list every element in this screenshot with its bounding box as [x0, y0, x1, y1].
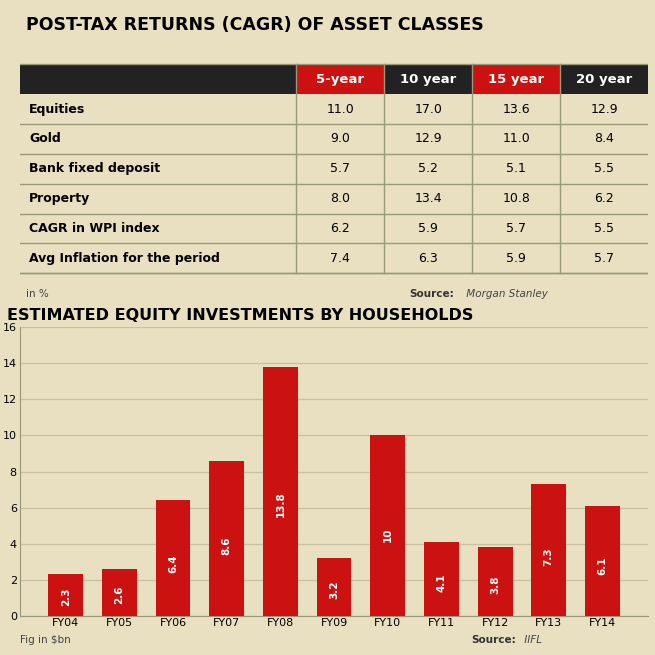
- Text: 6.2: 6.2: [595, 192, 614, 205]
- Text: 10.8: 10.8: [502, 192, 531, 205]
- Text: 5-year: 5-year: [316, 73, 364, 86]
- Text: 13.6: 13.6: [502, 103, 530, 115]
- Text: ESTIMATED EQUITY INVESTMENTS BY HOUSEHOLDS: ESTIMATED EQUITY INVESTMENTS BY HOUSEHOL…: [7, 309, 474, 324]
- Text: POST-TAX RETURNS (CAGR) OF ASSET CLASSES: POST-TAX RETURNS (CAGR) OF ASSET CLASSES: [26, 16, 483, 34]
- Text: 13.4: 13.4: [415, 192, 442, 205]
- Text: IIFL: IIFL: [521, 635, 542, 645]
- Text: Fig in $bn: Fig in $bn: [20, 635, 70, 645]
- Text: 2.3: 2.3: [61, 588, 71, 607]
- Text: CAGR in WPI index: CAGR in WPI index: [29, 222, 160, 235]
- Text: 2.6: 2.6: [115, 586, 124, 604]
- Text: 8.6: 8.6: [221, 536, 232, 555]
- FancyBboxPatch shape: [20, 124, 648, 154]
- Bar: [477, 547, 512, 616]
- Text: 4.1: 4.1: [436, 573, 447, 591]
- Text: 17.0: 17.0: [415, 103, 442, 115]
- Text: 6.3: 6.3: [419, 252, 438, 265]
- Bar: [585, 506, 620, 616]
- Bar: [370, 436, 405, 616]
- Text: 7.4: 7.4: [330, 252, 350, 265]
- Text: Bank fixed deposit: Bank fixed deposit: [29, 162, 160, 176]
- Text: 10 year: 10 year: [400, 73, 457, 86]
- Text: Equities: Equities: [29, 103, 85, 115]
- Bar: [48, 574, 83, 616]
- Text: 12.9: 12.9: [415, 132, 442, 145]
- Text: 11.0: 11.0: [502, 132, 531, 145]
- Text: 8.0: 8.0: [330, 192, 350, 205]
- Text: 5.1: 5.1: [506, 162, 527, 176]
- Text: 11.0: 11.0: [326, 103, 354, 115]
- FancyBboxPatch shape: [20, 183, 648, 214]
- FancyBboxPatch shape: [20, 64, 648, 94]
- Text: 10: 10: [383, 527, 393, 542]
- Text: 13.8: 13.8: [275, 491, 286, 517]
- Text: Gold: Gold: [29, 132, 61, 145]
- Text: 7.3: 7.3: [544, 547, 553, 566]
- Text: Avg Inflation for the period: Avg Inflation for the period: [29, 252, 220, 265]
- Text: 12.9: 12.9: [591, 103, 618, 115]
- Text: Source:: Source:: [472, 635, 516, 645]
- Text: 5.2: 5.2: [419, 162, 438, 176]
- Text: Property: Property: [29, 192, 90, 205]
- Bar: [531, 484, 566, 616]
- Text: Source:: Source:: [409, 290, 455, 299]
- FancyBboxPatch shape: [20, 94, 648, 124]
- FancyBboxPatch shape: [20, 214, 648, 244]
- Text: 6.4: 6.4: [168, 555, 178, 573]
- Text: 20 year: 20 year: [576, 73, 633, 86]
- Bar: [316, 558, 352, 616]
- Text: 5.7: 5.7: [506, 222, 527, 235]
- Text: 9.0: 9.0: [330, 132, 350, 145]
- Text: 5.9: 5.9: [506, 252, 527, 265]
- FancyBboxPatch shape: [296, 64, 384, 94]
- FancyBboxPatch shape: [20, 244, 648, 273]
- FancyBboxPatch shape: [472, 64, 561, 94]
- Text: 5.7: 5.7: [595, 252, 614, 265]
- Text: 6.2: 6.2: [331, 222, 350, 235]
- Bar: [156, 500, 191, 616]
- Text: 5.5: 5.5: [595, 162, 614, 176]
- Text: 3.2: 3.2: [329, 580, 339, 599]
- Text: 5.7: 5.7: [330, 162, 350, 176]
- Bar: [209, 460, 244, 616]
- FancyBboxPatch shape: [20, 154, 648, 183]
- Text: 5.9: 5.9: [419, 222, 438, 235]
- Text: 5.5: 5.5: [595, 222, 614, 235]
- Text: in %: in %: [26, 290, 48, 299]
- Text: 3.8: 3.8: [490, 576, 500, 594]
- Text: 6.1: 6.1: [597, 557, 607, 576]
- Text: 15 year: 15 year: [489, 73, 544, 86]
- Text: 8.4: 8.4: [595, 132, 614, 145]
- Bar: [263, 367, 298, 616]
- Bar: [102, 569, 137, 616]
- Text: Morgan Stanley: Morgan Stanley: [463, 290, 548, 299]
- Bar: [424, 542, 459, 616]
